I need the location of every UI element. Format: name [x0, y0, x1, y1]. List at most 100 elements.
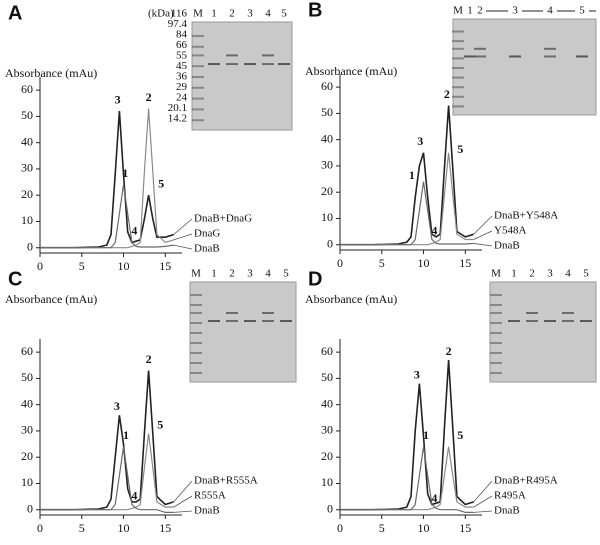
- label-leader: [473, 480, 493, 503]
- gel-marker-label: 97.4: [168, 18, 188, 30]
- peak-label: 1: [423, 428, 429, 442]
- label-leader: [173, 480, 193, 503]
- peak-label: 4: [431, 223, 437, 237]
- y-tick-label: 10: [21, 475, 33, 489]
- gel-band: [544, 320, 556, 322]
- series-line: [40, 446, 174, 513]
- label-leader: [173, 495, 193, 508]
- gel-band: [190, 362, 202, 364]
- gel-band: [262, 63, 274, 66]
- gel-lane-label: 1: [511, 268, 517, 280]
- peak-label: 3: [414, 368, 420, 382]
- series-line: [40, 184, 174, 249]
- y-tick-label: 60: [21, 82, 33, 96]
- series-line: [40, 108, 174, 249]
- y-tick-label: 50: [321, 105, 333, 119]
- x-tick-label: 0: [337, 256, 343, 270]
- peak-label: 4: [131, 224, 137, 238]
- gel-band: [208, 63, 220, 66]
- peak-label: 4: [431, 491, 437, 505]
- label-leader: [473, 510, 493, 513]
- peak-label: 5: [157, 417, 163, 431]
- gel-band: [580, 320, 592, 322]
- y-tick-label: 60: [21, 344, 33, 358]
- gel-band: [192, 45, 204, 48]
- series-line: [340, 152, 474, 246]
- y-tick-label: 0: [27, 501, 33, 515]
- peak-label: 1: [123, 428, 129, 442]
- series-label: DnaB: [494, 505, 520, 517]
- gel-lane-label: 5: [583, 268, 589, 280]
- y-tick-label: 60: [321, 344, 333, 358]
- gel-lane-label: 4: [265, 268, 271, 280]
- y-tick-label: 10: [321, 475, 333, 489]
- x-tick-label: 10: [118, 259, 130, 273]
- x-tick-label: 15: [459, 256, 471, 270]
- gel-lane-label: 2: [229, 268, 235, 280]
- y-tick-label: 10: [321, 210, 333, 224]
- gel-image: [191, 21, 293, 131]
- gel-band: [192, 65, 204, 68]
- gel-band: [452, 30, 464, 33]
- gel-band: [192, 76, 204, 78]
- gel-band: [226, 54, 238, 57]
- gel-marker-label: 29: [176, 81, 188, 93]
- x-tick-label: 0: [37, 259, 43, 273]
- y-tick-label: 50: [21, 108, 33, 122]
- gel-band: [262, 320, 274, 322]
- gel-band: [490, 332, 502, 334]
- gel-band: [562, 312, 574, 314]
- gel-band: [452, 76, 464, 79]
- gel-unit: (kDa): [148, 8, 174, 20]
- gel-band: [452, 105, 464, 108]
- peak-label: 1: [122, 166, 128, 180]
- gel-band: [508, 320, 520, 322]
- gel-marker-label: 36: [176, 71, 188, 83]
- gel-lane-label: M: [453, 5, 463, 17]
- y-axis-title: Absorbance (mAu): [5, 66, 97, 80]
- peak-label: 2: [446, 344, 452, 358]
- gel-band: [452, 57, 464, 60]
- series-line: [340, 105, 474, 246]
- series-label: DnaB: [194, 243, 220, 255]
- gel-lane-label: 3: [247, 8, 253, 20]
- x-tick-label: 10: [418, 521, 430, 535]
- gel-band: [190, 342, 202, 344]
- gel-marker-label: 45: [176, 60, 188, 72]
- gel-band: [490, 312, 502, 314]
- y-tick-label: 20: [21, 449, 33, 463]
- x-tick-label: 0: [37, 521, 43, 535]
- y-tick-label: 30: [21, 423, 33, 437]
- label-leader: [173, 510, 193, 513]
- series-line: [340, 446, 474, 513]
- series-label: DnaB+DnaG: [194, 213, 252, 225]
- gel-lane-label: 1: [467, 5, 473, 17]
- panel-label: D: [308, 268, 322, 290]
- series-label: DnaB: [194, 505, 220, 517]
- gel-band: [262, 54, 274, 57]
- gel-marker-label: 20.1: [168, 102, 187, 114]
- label-leader: [173, 244, 193, 250]
- gel-band: [452, 40, 464, 43]
- gel-lane-label: 3: [547, 268, 553, 280]
- gel-lane-label: 2: [529, 268, 535, 280]
- series-label: DnaB+R495A: [494, 475, 558, 487]
- x-tick-label: 15: [159, 259, 171, 273]
- gel-band: [544, 55, 556, 58]
- y-tick-label: 0: [327, 501, 333, 515]
- gel-band: [526, 312, 538, 314]
- gel-lane-label: M: [193, 8, 203, 20]
- x-tick-label: 5: [79, 521, 85, 535]
- peak-label: 4: [131, 488, 137, 502]
- gel-marker-label: 55: [176, 50, 188, 62]
- gel-lane-label: 1: [211, 268, 217, 280]
- label-leader: [473, 243, 493, 247]
- gel-band: [452, 47, 464, 50]
- series-label: R495A: [494, 490, 526, 502]
- x-tick-label: 5: [79, 259, 85, 273]
- y-tick-label: 30: [321, 158, 333, 172]
- y-tick-label: 20: [21, 187, 33, 201]
- gel-lane-label: 4: [265, 8, 271, 20]
- y-axis-title: Absorbance (mAu): [305, 292, 397, 306]
